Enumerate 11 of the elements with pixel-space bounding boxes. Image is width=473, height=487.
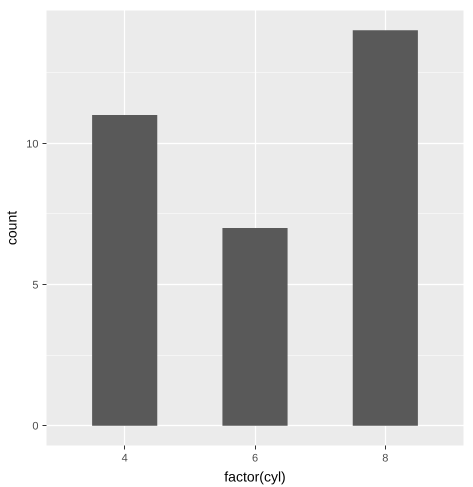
y-tick-label: 5 bbox=[32, 279, 39, 292]
y-tick-label: 10 bbox=[26, 138, 39, 150]
x-tick-label: 8 bbox=[382, 452, 388, 464]
y-axis-title: count bbox=[3, 210, 20, 246]
bar bbox=[222, 228, 288, 426]
x-tick-label: 6 bbox=[252, 452, 258, 464]
x-tick-label: 4 bbox=[122, 452, 128, 464]
y-tick-label: 0 bbox=[32, 420, 39, 433]
bar bbox=[352, 30, 418, 426]
x-axis-title: factor(cyl) bbox=[224, 468, 286, 484]
bar bbox=[92, 115, 158, 426]
